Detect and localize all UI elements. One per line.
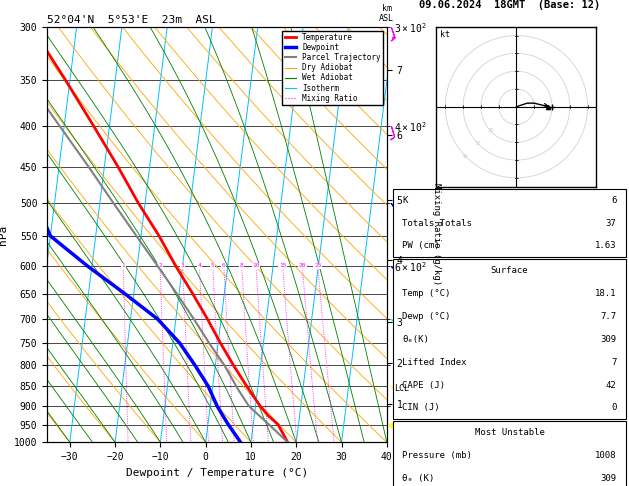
Text: 37: 37 bbox=[606, 219, 616, 227]
Text: 18.1: 18.1 bbox=[595, 289, 616, 298]
Text: 09.06.2024  18GMT  (Base: 12): 09.06.2024 18GMT (Base: 12) bbox=[419, 0, 600, 10]
Text: θₑ(K): θₑ(K) bbox=[403, 335, 430, 344]
Text: 52°04'N  5°53'E  23m  ASL: 52°04'N 5°53'E 23m ASL bbox=[47, 15, 216, 25]
Text: Dewp (°C): Dewp (°C) bbox=[403, 312, 451, 321]
Bar bbox=[393, 189, 626, 258]
Text: 1.63: 1.63 bbox=[595, 242, 616, 250]
Text: 7: 7 bbox=[611, 358, 616, 367]
Text: 0: 0 bbox=[611, 403, 616, 413]
Text: 7.7: 7.7 bbox=[601, 312, 616, 321]
Text: Lifted Index: Lifted Index bbox=[403, 358, 467, 367]
Text: 42: 42 bbox=[606, 381, 616, 390]
X-axis label: Dewpoint / Temperature (°C): Dewpoint / Temperature (°C) bbox=[126, 468, 308, 478]
Text: PW (cm): PW (cm) bbox=[403, 242, 440, 250]
Legend: Temperature, Dewpoint, Parcel Trajectory, Dry Adiobat, Wet Adiobat, Isotherm, Mi: Temperature, Dewpoint, Parcel Trajectory… bbox=[282, 31, 383, 105]
Text: 25: 25 bbox=[314, 263, 321, 268]
Bar bbox=[393, 421, 626, 486]
Text: Most Unstable: Most Unstable bbox=[474, 429, 545, 437]
Text: 5: 5 bbox=[211, 263, 214, 268]
Bar bbox=[393, 260, 626, 419]
Text: CIN (J): CIN (J) bbox=[403, 403, 440, 413]
Text: 1008: 1008 bbox=[595, 451, 616, 460]
Text: 6: 6 bbox=[611, 196, 616, 205]
Y-axis label: Mixing Ratio (g/kg): Mixing Ratio (g/kg) bbox=[432, 183, 441, 286]
Text: θₑ (K): θₑ (K) bbox=[403, 474, 435, 483]
Text: Totals Totals: Totals Totals bbox=[403, 219, 472, 227]
Text: CAPE (J): CAPE (J) bbox=[403, 381, 445, 390]
Text: 2: 2 bbox=[158, 263, 162, 268]
Text: 6: 6 bbox=[222, 263, 226, 268]
Text: LCL: LCL bbox=[394, 383, 409, 393]
Text: K: K bbox=[403, 196, 408, 205]
Text: 309: 309 bbox=[601, 335, 616, 344]
Text: 10: 10 bbox=[252, 263, 260, 268]
Text: km
ASL: km ASL bbox=[379, 4, 394, 22]
Text: 4: 4 bbox=[198, 263, 201, 268]
Text: Surface: Surface bbox=[491, 266, 528, 276]
Text: Pressure (mb): Pressure (mb) bbox=[403, 451, 472, 460]
Text: 20: 20 bbox=[299, 263, 306, 268]
Text: 15: 15 bbox=[279, 263, 286, 268]
Text: 3: 3 bbox=[181, 263, 185, 268]
Text: 8: 8 bbox=[240, 263, 243, 268]
Text: 309: 309 bbox=[601, 474, 616, 483]
Text: 1: 1 bbox=[121, 263, 125, 268]
Text: Temp (°C): Temp (°C) bbox=[403, 289, 451, 298]
Y-axis label: hPa: hPa bbox=[0, 225, 8, 244]
